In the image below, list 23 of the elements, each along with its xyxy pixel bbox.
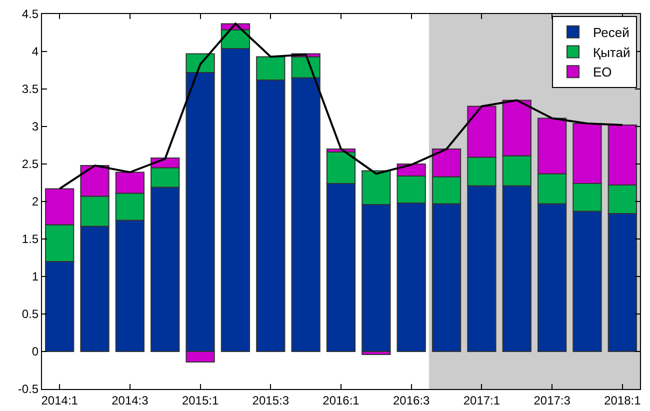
legend-label: Қытай <box>593 44 630 60</box>
x-tick-label: 2015:3 <box>252 393 290 408</box>
x-tick-label: 2018:1 <box>604 393 642 408</box>
y-tick-label: 0.5 <box>22 307 39 322</box>
legend-label: ЕО <box>593 64 612 80</box>
y-tick-label: -0.5 <box>18 382 39 396</box>
x-tick-label: 2015:1 <box>182 393 219 408</box>
y-tick-label: 1.5 <box>22 232 39 246</box>
x-tick-label: 2014:1 <box>41 393 78 408</box>
x-tick-label: 2017:3 <box>534 393 571 408</box>
x-tick-label: 2016:1 <box>322 393 360 408</box>
y-tick-label: 0 <box>32 344 39 359</box>
legend-label: Ресей <box>593 24 630 40</box>
y-tick-label: 3 <box>32 120 39 134</box>
x-tick-label: 2016:3 <box>393 393 430 408</box>
y-tick-label: 3.5 <box>22 82 39 96</box>
y-tick-label: 2 <box>32 194 39 209</box>
y-tick-label: 1 <box>32 270 39 284</box>
y-tick-label: 4.5 <box>22 7 39 22</box>
x-tick-label: 2017:1 <box>463 393 500 408</box>
x-tick-label: 2014:3 <box>112 393 149 408</box>
y-tick-label: 4 <box>32 44 39 59</box>
y-tick-label: 2.5 <box>22 157 39 172</box>
